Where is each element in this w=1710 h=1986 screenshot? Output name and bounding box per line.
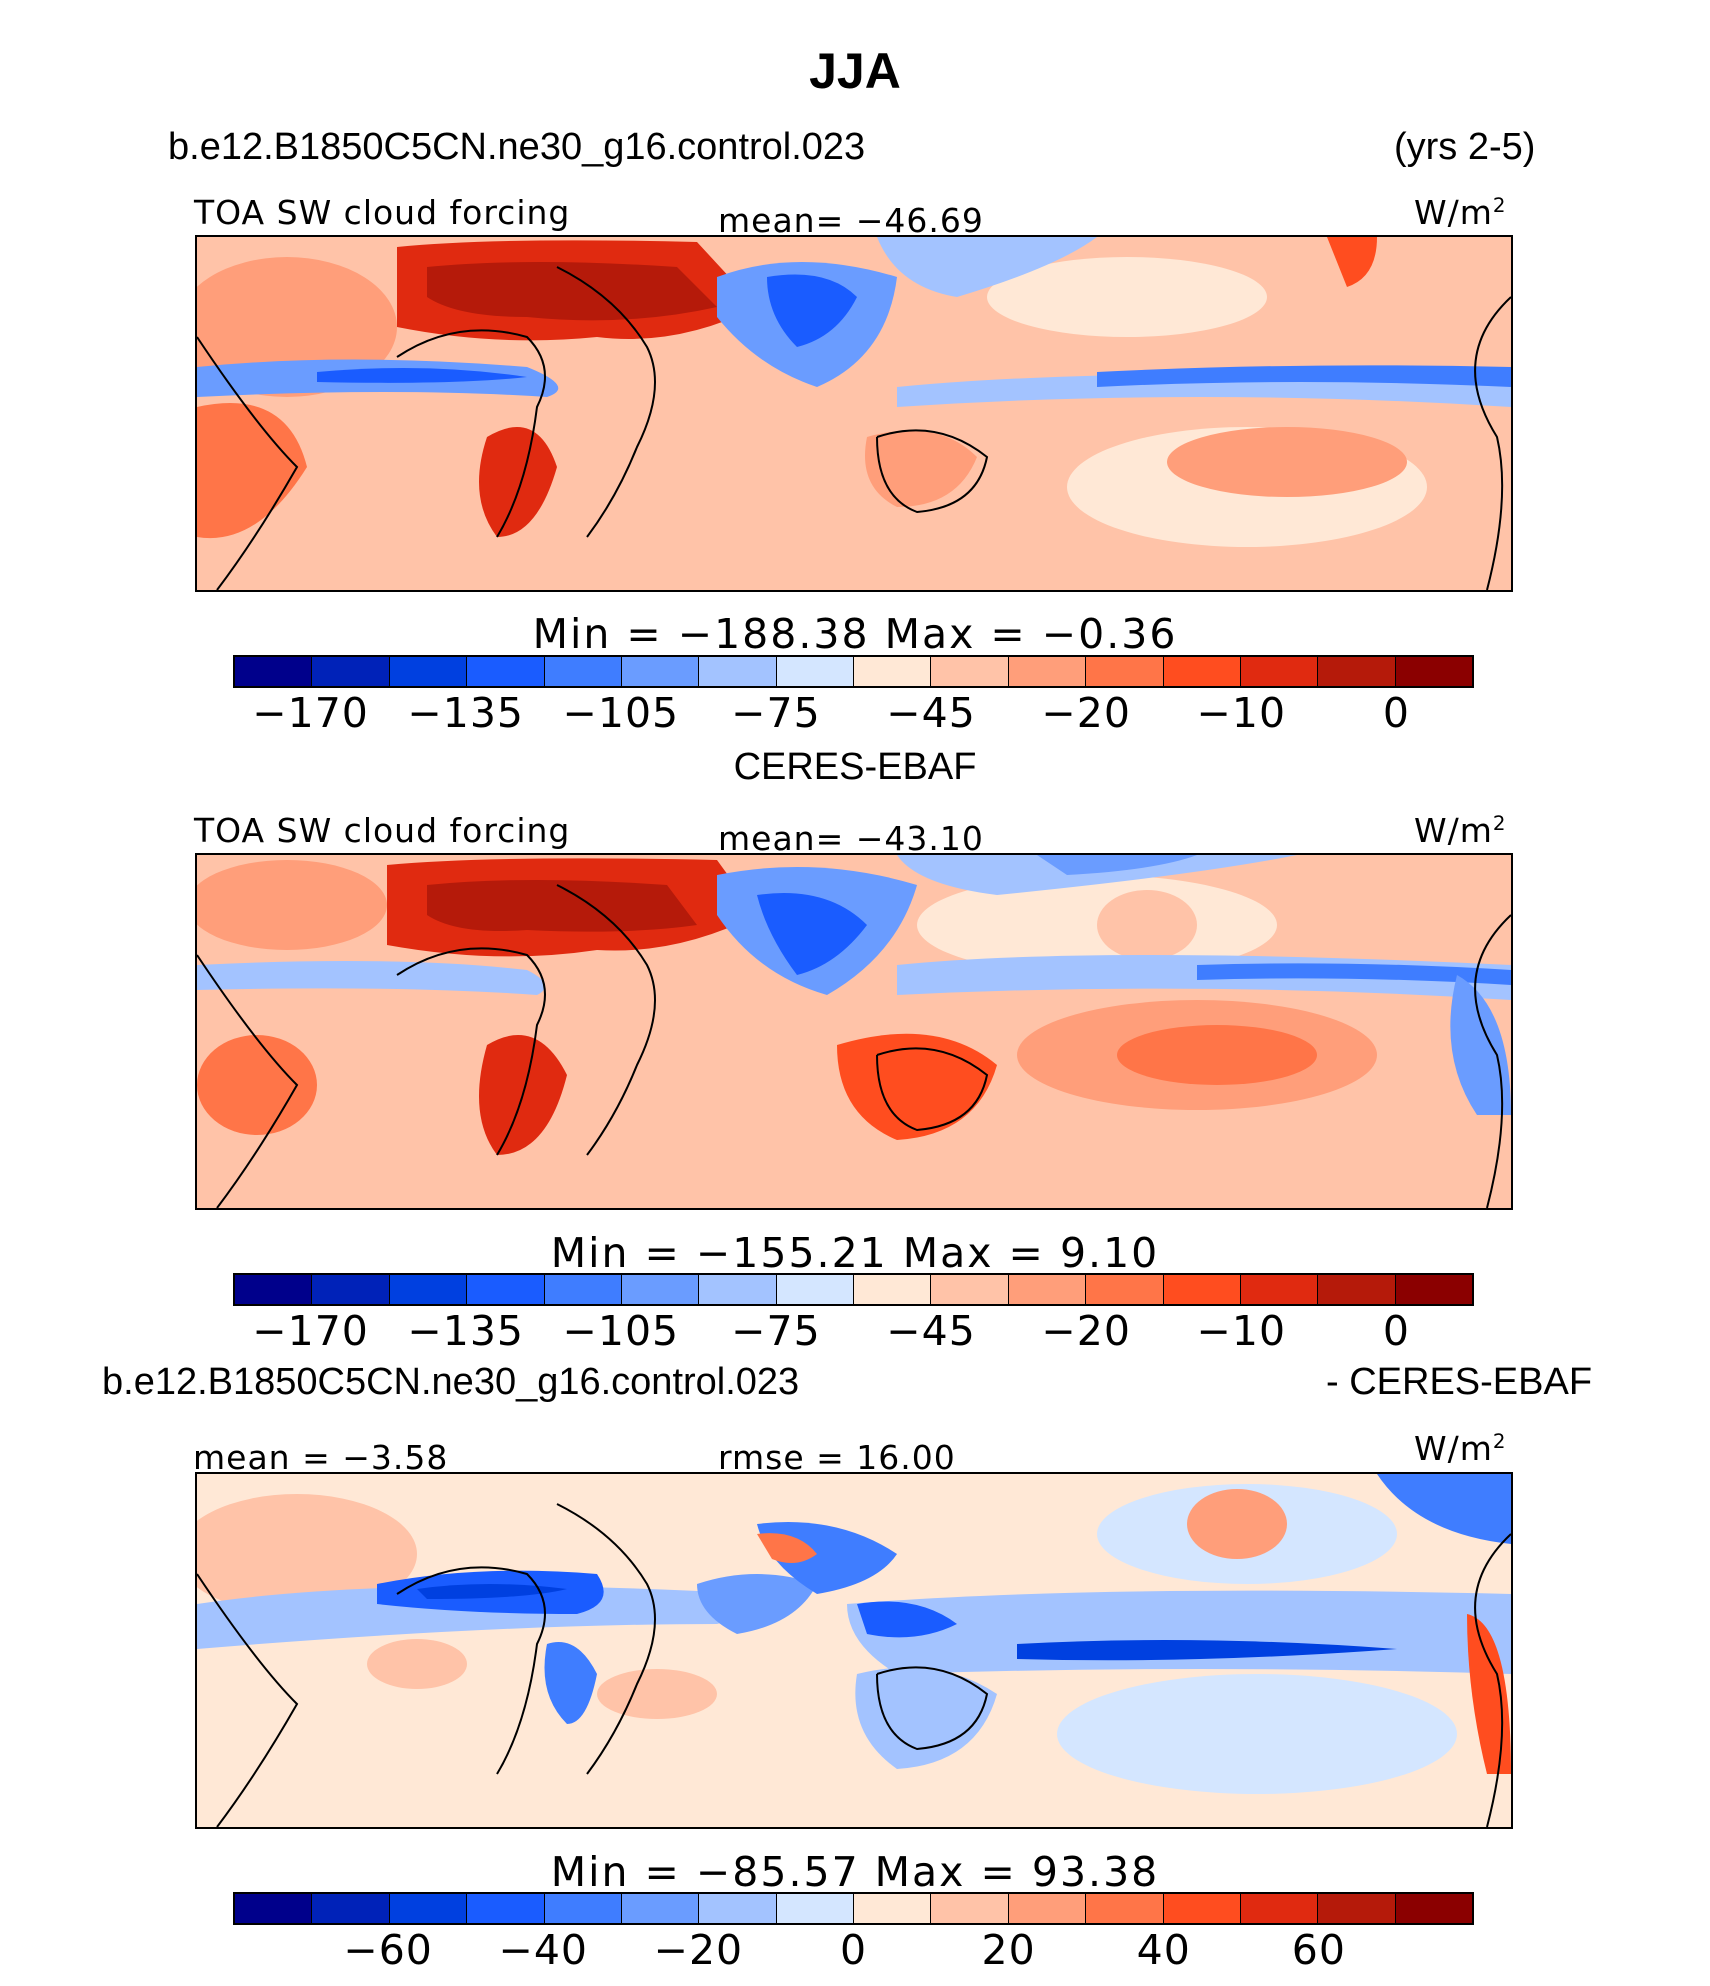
panel3-map xyxy=(195,1472,1513,1829)
colorbar-swatch xyxy=(1395,657,1472,686)
colorbar-tick-label: −75 xyxy=(731,1307,821,1355)
panel3-diff-left: b.e12.B1850C5CN.ne30_g16.control.023 xyxy=(102,1361,800,1403)
colorbar-swatch xyxy=(699,1894,777,1923)
colorbar-tick-label: 60 xyxy=(1291,1926,1346,1974)
panel2-map-field xyxy=(197,855,1511,1208)
colorbar-swatch xyxy=(312,1275,390,1304)
colorbar-swatch xyxy=(312,1894,390,1923)
colorbar-swatch xyxy=(312,657,390,686)
colorbar-swatch xyxy=(467,1894,545,1923)
colorbar-tick-label: −20 xyxy=(653,1926,744,1974)
colorbar-swatch xyxy=(389,1275,468,1304)
panel2-units-label: W/m2 xyxy=(1414,811,1507,850)
colorbar-tick-label: −20 xyxy=(1041,689,1131,737)
colorbar-swatch xyxy=(1086,657,1164,686)
panel2-map xyxy=(195,853,1513,1210)
colorbar-swatch xyxy=(931,1275,1009,1304)
case-name: b.e12.B1850C5CN.ne30_g16.control.023 xyxy=(168,126,866,168)
colorbar-swatch xyxy=(544,1894,622,1923)
panel3-units-label: W/m2 xyxy=(1414,1429,1507,1468)
colorbar-tick-label: −135 xyxy=(407,1307,524,1355)
panel1-min-max: Min = −188.38 Max = −0.36 xyxy=(532,610,1178,658)
panel2-source-title: CERES-EBAF xyxy=(733,746,977,788)
colorbar-swatch xyxy=(699,1275,777,1304)
colorbar-swatch xyxy=(931,657,1009,686)
panel1-map xyxy=(195,235,1513,592)
colorbar-tick-label: −105 xyxy=(562,1307,680,1355)
colorbar-swatch xyxy=(854,1275,932,1304)
panel2-colorbar xyxy=(233,1273,1474,1306)
panel3-colorbar xyxy=(233,1892,1474,1925)
colorbar-swatch xyxy=(1240,1894,1319,1923)
colorbar-tick-label: 0 xyxy=(839,1926,868,1974)
colorbar-swatch xyxy=(1395,1894,1472,1923)
panel2-variable-label: TOA SW cloud forcing xyxy=(194,811,571,850)
colorbar-swatch xyxy=(1318,657,1396,686)
colorbar-swatch xyxy=(544,657,622,686)
panel3-rmse-label: rmse = 16.00 xyxy=(718,1438,956,1477)
panel2-mean-label: mean= −43.10 xyxy=(718,819,984,858)
colorbar-swatch xyxy=(235,1894,313,1923)
panel3-diff-right: - CERES-EBAF xyxy=(1326,1361,1593,1403)
colorbar-swatch xyxy=(389,657,468,686)
colorbar-swatch xyxy=(776,1894,854,1923)
panel1-mean-label: mean= −46.69 xyxy=(718,201,984,240)
panel1-map-field xyxy=(197,237,1511,590)
colorbar-swatch xyxy=(1240,1275,1319,1304)
colorbar-tick-label: −170 xyxy=(252,689,369,737)
colorbar-swatch xyxy=(1318,1894,1396,1923)
colorbar-swatch xyxy=(1318,1275,1396,1304)
colorbar-swatch xyxy=(1395,1275,1472,1304)
colorbar-tick-label: −135 xyxy=(407,689,524,737)
colorbar-tick-label: 0 xyxy=(1382,689,1410,737)
panel3-min-max: Min = −85.57 Max = 93.38 xyxy=(550,1848,1160,1896)
colorbar-swatch xyxy=(235,657,313,686)
colorbar-tick-label: 20 xyxy=(981,1926,1036,1974)
years-label: (yrs 2-5) xyxy=(1394,126,1536,168)
colorbar-tick-label: −60 xyxy=(343,1926,433,1974)
colorbar-swatch xyxy=(1086,1275,1164,1304)
colorbar-swatch xyxy=(544,1275,622,1304)
colorbar-swatch xyxy=(1163,1275,1241,1304)
colorbar-swatch xyxy=(776,657,854,686)
colorbar-swatch xyxy=(1086,1894,1164,1923)
colorbar-swatch xyxy=(621,1275,700,1304)
colorbar-swatch xyxy=(467,1275,545,1304)
panel2-min-max: Min = −155.21 Max = 9.10 xyxy=(550,1229,1160,1277)
colorbar-swatch xyxy=(1008,657,1087,686)
panel1-colorbar xyxy=(233,655,1474,688)
colorbar-swatch xyxy=(621,1894,700,1923)
colorbar-tick-label: −20 xyxy=(1041,1307,1131,1355)
panel1-variable-label: TOA SW cloud forcing xyxy=(194,193,571,232)
colorbar-tick-label: 0 xyxy=(1382,1307,1410,1355)
colorbar-tick-label: −45 xyxy=(886,1307,976,1355)
colorbar-tick-label: −45 xyxy=(886,689,976,737)
colorbar-tick-label: −10 xyxy=(1196,1307,1287,1355)
colorbar-tick-label: −170 xyxy=(252,1307,369,1355)
colorbar-swatch xyxy=(1008,1275,1087,1304)
colorbar-swatch xyxy=(1163,1894,1241,1923)
colorbar-tick-label: −105 xyxy=(562,689,680,737)
panel1-units-label: W/m2 xyxy=(1414,193,1507,232)
colorbar-swatch xyxy=(235,1275,313,1304)
colorbar-swatch xyxy=(931,1894,1009,1923)
colorbar-swatch xyxy=(776,1275,854,1304)
colorbar-tick-label: −75 xyxy=(731,689,821,737)
colorbar-tick-label: −10 xyxy=(1196,689,1287,737)
colorbar-swatch xyxy=(467,657,545,686)
colorbar-swatch xyxy=(854,657,932,686)
colorbar-swatch xyxy=(1163,657,1241,686)
colorbar-swatch xyxy=(389,1894,468,1923)
colorbar-swatch xyxy=(1008,1894,1087,1923)
season-title: JJA xyxy=(809,43,901,99)
panel3-map-field xyxy=(197,1474,1511,1827)
panel3-mean-label: mean = −3.58 xyxy=(193,1438,449,1477)
colorbar-tick-label: 40 xyxy=(1136,1926,1191,1974)
colorbar-swatch xyxy=(854,1894,932,1923)
colorbar-swatch xyxy=(1240,657,1319,686)
colorbar-swatch xyxy=(699,657,777,686)
colorbar-tick-label: −40 xyxy=(498,1926,589,1974)
colorbar-swatch xyxy=(621,657,700,686)
